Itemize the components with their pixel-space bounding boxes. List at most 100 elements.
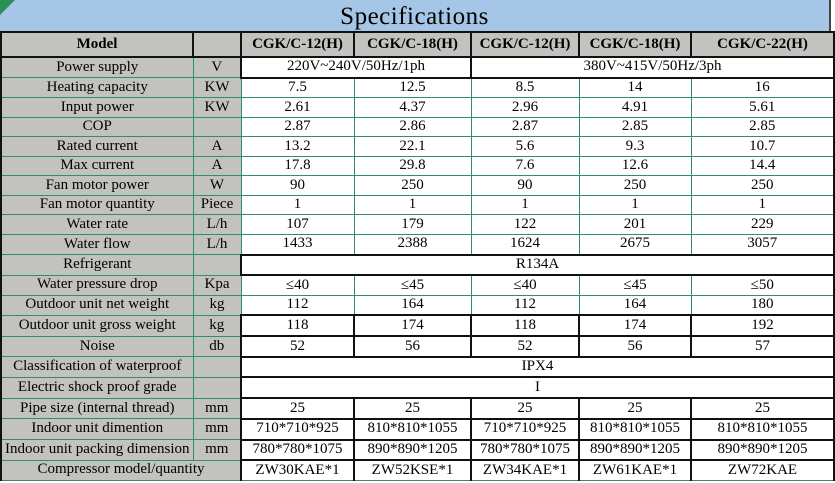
- value-cell: 2675: [578, 233, 692, 256]
- value-cell: 25: [353, 397, 472, 420]
- value-cell: 192: [690, 314, 835, 338]
- value-cell: 174: [578, 314, 692, 338]
- row-label: Pipe size (internal thread): [0, 397, 194, 420]
- value-cell: 2.87: [240, 116, 355, 138]
- value-cell: 5.6: [470, 136, 580, 157]
- row-label: Input power: [0, 97, 194, 118]
- spec-row: COP 2.87 2.86 2.87 2.85 2.85: [0, 116, 835, 138]
- value-cell: 810*810*1055: [578, 417, 692, 441]
- row-label: COP: [0, 116, 194, 138]
- column-header-1: CGK/C-12(H): [240, 31, 355, 58]
- value-cell: ≤45: [353, 274, 472, 296]
- value-cell: ≤40: [240, 274, 355, 296]
- spec-row: Fan motor power W 90 250 90 250 250: [0, 175, 835, 196]
- value-cell: ZW52KSE*1: [353, 459, 472, 482]
- row-label: Outdoor unit gross weight: [0, 314, 194, 337]
- unit-cell: Piece: [192, 194, 242, 216]
- value-cell: 1: [353, 194, 472, 216]
- value-cell: 1624: [470, 233, 580, 256]
- value-cell: 112: [470, 294, 580, 316]
- unit-cell: kg: [192, 314, 242, 337]
- value-cell: 1: [578, 194, 692, 216]
- row-label: Fan motor quantity: [0, 194, 194, 216]
- value-cell: 25: [240, 397, 355, 420]
- unit-cell: L/h: [192, 214, 242, 235]
- value-cell: 14.4: [690, 155, 835, 177]
- value-cell: 890*890*1205: [690, 438, 835, 462]
- value-cell: 52: [240, 335, 355, 358]
- row-label: Power supply: [0, 56, 194, 79]
- value-cell: IPX4: [240, 355, 835, 379]
- row-label: Compressor model/quantity: [0, 459, 242, 482]
- specifications-table: Model CGK/C-12(H) CGK/C-18(H) CGK/C-12(H) C…: [0, 31, 835, 482]
- value-cell: 780*780*1075: [240, 438, 355, 462]
- unit-header-cell: [192, 31, 242, 58]
- unit-cell: mm: [192, 439, 242, 461]
- row-label: Classification of waterproof: [0, 356, 194, 378]
- spec-row: Noise db 52 56 52 56 57: [0, 335, 835, 358]
- row-label: Indoor unit dimention: [0, 418, 194, 441]
- row-label: Outdoor unit net weight: [0, 294, 194, 316]
- unit-cell: KW: [192, 97, 242, 118]
- value-cell: 174: [353, 314, 472, 338]
- unit-cell: [192, 376, 242, 399]
- value-cell: 164: [578, 294, 692, 316]
- value-cell: 780*780*1075: [470, 438, 580, 462]
- value-cell: 25: [690, 397, 835, 420]
- unit-cell: [192, 254, 242, 276]
- unit-cell: A: [192, 155, 242, 177]
- spec-row: Indoor unit dimention mm 710*710*925 810*81…: [0, 417, 835, 441]
- row-label: Water rate: [0, 214, 194, 235]
- unit-cell: W: [192, 175, 242, 196]
- value-cell: 10.7: [690, 136, 835, 157]
- row-label: Heating capacity: [0, 77, 194, 99]
- value-cell: ZW72KAE: [690, 459, 835, 482]
- value-cell: ZW30KAE*1: [240, 459, 355, 482]
- value-cell: 16: [690, 77, 835, 99]
- value-cell: 201: [578, 214, 692, 235]
- unit-cell: mm: [192, 418, 242, 441]
- value-cell: 13.2: [240, 136, 355, 157]
- corner-triangle-icon: [0, 0, 15, 15]
- value-cell: ZW34KAE*1: [470, 459, 580, 482]
- spec-row: Outdoor unit net weight kg 112 164 112 164 180: [0, 294, 835, 316]
- value-cell: 1433: [240, 233, 355, 256]
- value-cell: 179: [353, 214, 472, 235]
- column-header-4: CGK/C-18(H): [578, 31, 692, 58]
- row-label: Refrigerant: [0, 254, 194, 276]
- value-cell: ≤40: [470, 274, 580, 296]
- spec-row: Water rate L/h 107 179 122 201 229: [0, 214, 835, 235]
- title-band: Specifications: [0, 0, 831, 31]
- unit-cell: [192, 356, 242, 378]
- value-cell: 25: [578, 397, 692, 420]
- spec-row: Fan motor quantity Piece 1 1 1 1 1: [0, 194, 835, 216]
- value-cell: 4.37: [353, 97, 472, 118]
- value-cell: 1: [240, 194, 355, 216]
- spec-row: Heating capacity KW 7.5 12.5 8.5 14 16: [0, 77, 835, 99]
- value-cell: 250: [353, 175, 472, 196]
- spec-row: Outdoor unit gross weight kg 118 174 118 174 1…: [0, 314, 835, 338]
- value-cell: 90: [240, 175, 355, 196]
- spec-row: Classification of waterproof IPX4: [0, 355, 835, 379]
- spec-row: Max current A 17.8 29.8 7.6 12.6 14.4: [0, 155, 835, 177]
- value-cell: 29.8: [353, 155, 472, 177]
- row-label: Water flow: [0, 233, 194, 256]
- value-cell: 56: [578, 335, 692, 358]
- value-cell: 890*890*1205: [578, 438, 692, 462]
- value-cell: 118: [240, 314, 355, 338]
- value-cell: 2.85: [578, 116, 692, 138]
- column-header-3: CGK/C-12(H): [470, 31, 580, 58]
- unit-cell: L/h: [192, 233, 242, 256]
- spec-row: Pipe size (internal thread) mm 25 25 25 25 25: [0, 397, 835, 420]
- value-cell: 22.1: [353, 136, 472, 157]
- model-header-cell: Model: [0, 31, 194, 58]
- value-cell: 17.8: [240, 155, 355, 177]
- value-cell: 7.5: [240, 77, 355, 99]
- unit-cell: A: [192, 136, 242, 157]
- unit-cell: db: [192, 335, 242, 358]
- value-cell: 2.96: [470, 97, 580, 118]
- row-label: Max current: [0, 155, 194, 177]
- value-cell: 3057: [690, 233, 835, 256]
- value-cell: 14: [578, 77, 692, 99]
